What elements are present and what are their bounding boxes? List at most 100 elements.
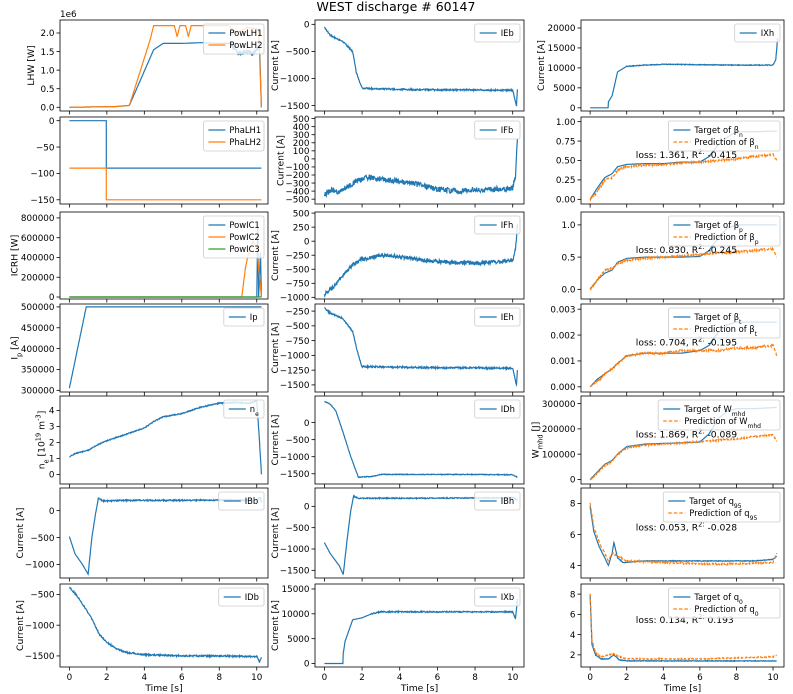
y-tick-label: 300000 (542, 400, 576, 410)
legend-box (668, 120, 781, 152)
legend-box (202, 23, 265, 55)
y-axis-label: Current [A] (270, 415, 281, 466)
y-tick-label: 400000 (21, 345, 55, 355)
y-tick-label: −250 (285, 307, 310, 317)
legend-entry: Target of Wmhd (683, 404, 745, 418)
x-tick-label: 8 (216, 673, 222, 683)
y-tick-label: 0.5 (562, 253, 576, 263)
y-tick-label: −500 (30, 534, 55, 544)
y-tick-label: −1000 (25, 621, 55, 631)
y-tick-label: 0.000 (550, 383, 576, 393)
y-tick-label: 250 (293, 223, 310, 233)
axes-frame (59, 487, 269, 579)
fit-annotation: loss: 0.053, R2: -0.028 (636, 520, 737, 533)
y-tick-label: 4 (49, 407, 55, 417)
legend-entry: IFh (501, 220, 514, 230)
legend-entry: Prediction of βn (694, 137, 758, 151)
y-tick-label: 0.002 (550, 331, 575, 341)
y-tick-label: −1500 (280, 567, 310, 577)
legend-entry: IEh (501, 312, 514, 322)
y-tick-label: −500 (285, 322, 310, 332)
y-tick-label: 5000 (287, 635, 310, 645)
legend-box (668, 307, 781, 339)
y-tick-label: 0.5 (41, 85, 55, 95)
series-line-ip-0 (68, 306, 262, 389)
subplot-betat: 0.000 0.001 0.002 0.003 loss: 0.704, R2: -0.… (550, 303, 785, 396)
legend-entry: PowIC2 (229, 232, 259, 242)
legend-box (668, 587, 781, 619)
y-tick-label: 600000 (21, 234, 55, 244)
legend: IEb (474, 23, 521, 43)
legend-entry: IXb (501, 592, 515, 602)
y-tick-label: 3 (49, 423, 55, 433)
x-tick-label: 6 (435, 673, 441, 683)
legend: IFb (474, 120, 521, 140)
y-tick-label: 0.0 (562, 286, 576, 296)
y-tick-label: 0 (304, 660, 310, 670)
legend: IDh (474, 399, 521, 419)
legend-box (662, 491, 781, 523)
series-line-idb-0 (69, 586, 262, 663)
y-tick-label: 0.50 (556, 157, 576, 167)
y-tick-label: −500 (285, 265, 310, 275)
legend-entry: Target of βn (693, 125, 743, 139)
y-tick-label: −1000 (280, 75, 310, 85)
legend-entry: IEb (501, 28, 514, 38)
axes-frame (314, 487, 525, 579)
y-tick-label: 0 (304, 419, 310, 429)
subplot-phalh: 0 −50 −100 −150 PhaLH1 PhaLH2 (30, 116, 269, 208)
y-tick-label: 400 (293, 123, 310, 133)
subplot-ifh: 500 250 0 −250 −500 −750 −1000 Current [A] IFh (270, 209, 525, 304)
y-axis-label: Current [A] (15, 508, 26, 559)
x-tick-label: 2 (624, 673, 630, 683)
y-tick-label: 0 (304, 21, 310, 31)
y-axis-label: ICRH [W] (10, 235, 21, 277)
legend-entry: Prediction of βt (694, 324, 757, 338)
x-tick-label: 8 (734, 673, 740, 683)
subplot-idb: −500 −1000 −1500 0 2 4 6 8 10 Time [s] Current [A]… (15, 583, 269, 694)
y-tick-label: −750 (285, 337, 310, 347)
y-axis-label: Current [A] (270, 40, 281, 91)
series-line-ieb-0 (323, 26, 518, 107)
y-tick-label: 4 (570, 562, 576, 572)
y-tick-label: 8 (570, 590, 576, 600)
y-tick-label: −200 (285, 171, 310, 181)
y-tick-label: 20000 (548, 24, 576, 34)
y-axis-label: Wmhd [J] (531, 422, 545, 459)
legend-entry: ne (250, 404, 259, 418)
subplot-betan: 0.00 0.25 0.50 0.75 1.00 loss: 1.361, R2: -0.… (556, 116, 785, 208)
x-tick-label: 4 (660, 673, 666, 683)
series-line-q95-1 (589, 502, 778, 567)
series-line-ixh-0 (590, 37, 779, 109)
x-tick-label: 4 (397, 673, 403, 683)
subplot-ne: 0 1 2 3 4ne [1019 m-3] ne (35, 395, 269, 488)
y-tick-label: −400 (285, 187, 310, 197)
fit-annotation: loss: 0.830, R2: -0.245 (636, 243, 737, 256)
y-tick-label: 8 (570, 500, 576, 510)
x-tick-label: 4 (142, 673, 148, 683)
series-line-q0-0 (589, 594, 777, 663)
y-tick-label: 0 (49, 293, 55, 303)
legend: IXh (734, 23, 781, 43)
x-tick-label: 10 (767, 673, 779, 683)
y-axis-label: Current [A] (15, 600, 26, 651)
legend-box (734, 23, 781, 43)
legend: PhaLH1 PhaLH2 (202, 120, 265, 152)
legend-entry: PowLH2 (229, 40, 262, 50)
y-tick-label: −150 (30, 196, 55, 206)
y-tick-label: 6 (570, 611, 576, 621)
legend-entry: Target of q0 (693, 592, 743, 606)
series-line-ifb-0 (323, 138, 518, 198)
series-line-q0-1 (589, 593, 777, 662)
axes-frame (59, 19, 269, 112)
legend-entry: IXh (761, 28, 775, 38)
series-line-betap-1 (589, 246, 777, 292)
y-axis-label: Current [A] (270, 230, 281, 281)
legend-entry: PhaLH2 (229, 137, 261, 147)
y-tick-label: 10000 (282, 610, 310, 620)
y-axis-label: Current [A] (270, 508, 281, 559)
